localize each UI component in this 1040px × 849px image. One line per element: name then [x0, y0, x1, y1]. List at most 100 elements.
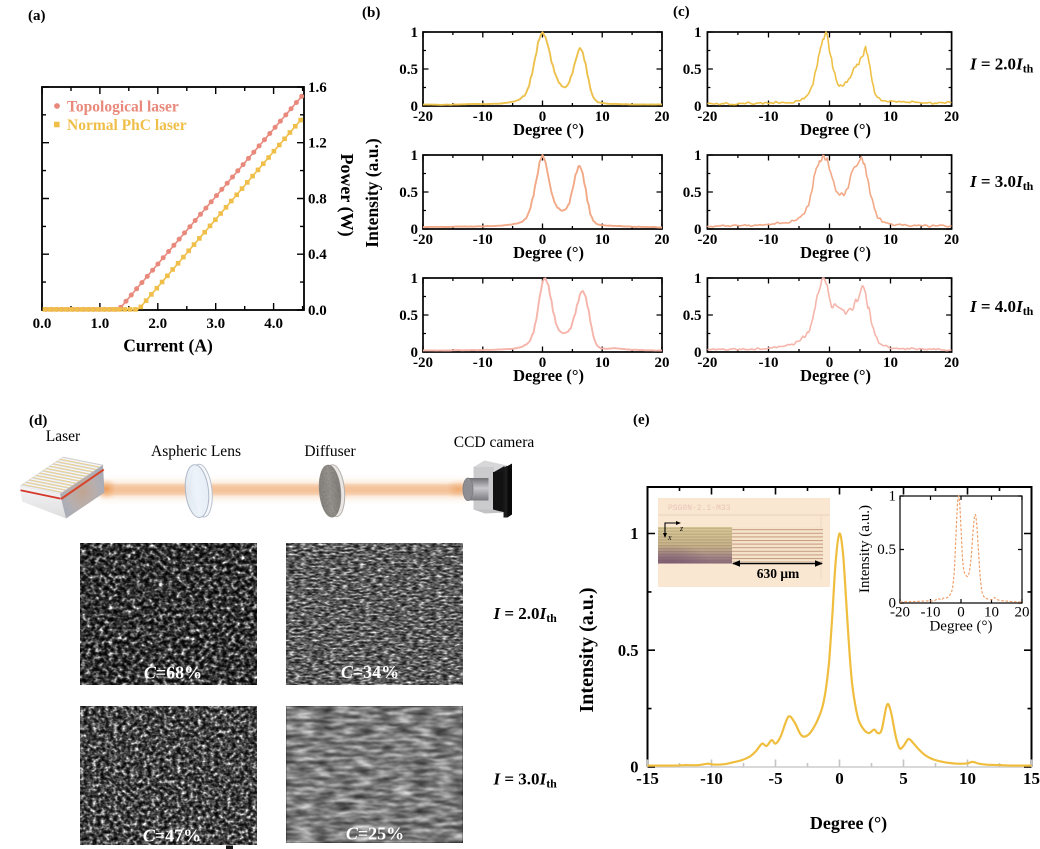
svg-text:-20: -20	[890, 605, 910, 621]
svg-text:0.5: 0.5	[399, 185, 418, 201]
svg-text:1.2: 1.2	[308, 136, 327, 152]
svg-text:20: 20	[1015, 605, 1030, 621]
svg-text:0: 0	[630, 758, 638, 777]
svg-text:Topological laser: Topological laser	[67, 99, 179, 116]
svg-text:Degree (°): Degree (°)	[810, 813, 887, 834]
svg-text:Intensity (a.u.): Intensity (a.u.)	[362, 138, 382, 248]
svg-text:-10: -10	[473, 109, 493, 125]
svg-text:0: 0	[826, 109, 834, 125]
svg-text:1.0: 1.0	[91, 316, 110, 332]
svg-text:1: 1	[411, 25, 419, 41]
svg-text:0.0: 0.0	[308, 303, 327, 319]
svg-text:I = 2.0Ith: I = 2.0Ith	[969, 55, 1034, 76]
svg-text:1: 1	[694, 25, 702, 41]
svg-text:10: 10	[959, 769, 976, 788]
svg-text:CCD camera: CCD camera	[454, 434, 535, 451]
svg-text:0.5: 0.5	[683, 308, 702, 324]
svg-text:3.0: 3.0	[206, 316, 225, 332]
svg-text:Normal PhC laser: Normal PhC laser	[67, 117, 187, 134]
svg-text:-10: -10	[759, 355, 779, 371]
svg-text:Aspheric Lens: Aspheric Lens	[151, 443, 241, 460]
svg-text:-20: -20	[697, 109, 717, 125]
svg-text:-10: -10	[759, 232, 779, 248]
svg-text:0.5: 0.5	[683, 62, 702, 78]
svg-text:10: 10	[595, 109, 610, 125]
svg-text:1.6: 1.6	[308, 80, 327, 96]
svg-text:10: 10	[595, 355, 610, 371]
svg-text:Degree (°): Degree (°)	[800, 366, 871, 385]
svg-text:10: 10	[883, 232, 898, 248]
svg-text:-20: -20	[413, 109, 433, 125]
svg-text:(d): (d)	[29, 413, 47, 429]
svg-text:I = 4.0Ith: I = 4.0Ith	[969, 297, 1034, 318]
svg-text:10: 10	[883, 355, 898, 371]
svg-text:630 μm: 630 μm	[757, 566, 800, 581]
svg-text:0.5: 0.5	[618, 641, 639, 660]
svg-text:20: 20	[944, 232, 959, 248]
svg-text:0: 0	[539, 109, 547, 125]
svg-text:-10: -10	[473, 355, 493, 371]
svg-text:0.5: 0.5	[683, 185, 702, 201]
svg-text:C=34%: C=34%	[341, 662, 399, 682]
svg-text:5: 5	[899, 769, 908, 788]
svg-text:Intensity (a.u.): Intensity (a.u.)	[576, 587, 598, 712]
svg-text:1: 1	[694, 271, 702, 287]
svg-text:Degree (°): Degree (°)	[513, 243, 584, 262]
svg-text:Current (A): Current (A)	[123, 336, 213, 356]
svg-text:-15: -15	[636, 769, 659, 788]
svg-text:0: 0	[694, 99, 702, 115]
svg-text:10: 10	[883, 109, 898, 125]
svg-text:0: 0	[835, 769, 844, 788]
svg-text:20: 20	[655, 109, 670, 125]
svg-text:20: 20	[655, 232, 670, 248]
svg-text:(e): (e)	[633, 412, 650, 428]
svg-text:-5: -5	[768, 769, 782, 788]
svg-text:0: 0	[539, 232, 547, 248]
svg-text:0: 0	[539, 355, 547, 371]
svg-text:-10: -10	[759, 109, 779, 125]
svg-text:-20: -20	[697, 355, 717, 371]
svg-text:C=68%: C=68%	[144, 663, 202, 683]
svg-text:Degree (°): Degree (°)	[800, 120, 871, 139]
svg-text:0: 0	[826, 355, 834, 371]
svg-text:0.0: 0.0	[33, 316, 52, 332]
svg-text:(a): (a)	[28, 8, 46, 24]
svg-text:4.0: 4.0	[264, 316, 283, 332]
svg-text:Degree (°): Degree (°)	[513, 120, 584, 139]
svg-text:1: 1	[411, 148, 419, 164]
svg-text:(c): (c)	[673, 4, 690, 20]
svg-text:1: 1	[694, 148, 702, 164]
svg-text:Degree (°): Degree (°)	[513, 366, 584, 385]
svg-text:20: 20	[944, 109, 959, 125]
svg-text:Degree (°): Degree (°)	[800, 243, 871, 262]
svg-text:10: 10	[595, 232, 610, 248]
svg-text:-10: -10	[700, 769, 723, 788]
svg-text:0.5: 0.5	[399, 308, 418, 324]
svg-text:15: 15	[1023, 769, 1040, 788]
svg-text:0: 0	[411, 99, 419, 115]
svg-text:0.5: 0.5	[877, 542, 896, 558]
svg-text:Diffuser: Diffuser	[304, 443, 356, 460]
svg-text:Degree (°): Degree (°)	[929, 619, 992, 635]
svg-text:0: 0	[826, 232, 834, 248]
svg-text:Intensity (a.u.): Intensity (a.u.)	[857, 505, 873, 593]
svg-text:-10: -10	[473, 232, 493, 248]
svg-text:I = 3.0Ith: I = 3.0Ith	[969, 172, 1034, 193]
svg-text:C=25%: C=25%	[346, 824, 404, 844]
svg-text:20: 20	[944, 355, 959, 371]
svg-text:-20: -20	[697, 232, 717, 248]
svg-text:0: 0	[889, 596, 897, 612]
svg-text:C=47%: C=47%	[143, 826, 201, 846]
svg-text:1: 1	[889, 489, 897, 505]
svg-text:20: 20	[655, 355, 670, 371]
svg-text:0: 0	[957, 605, 965, 621]
svg-text:0.8: 0.8	[308, 192, 327, 208]
svg-text:Laser: Laser	[46, 428, 81, 445]
svg-text:0: 0	[411, 345, 419, 361]
svg-text:2.0: 2.0	[148, 316, 167, 332]
svg-text:PSG0N-2.1-M33: PSG0N-2.1-M33	[668, 504, 731, 513]
svg-text:1: 1	[411, 271, 419, 287]
svg-text:z: z	[679, 524, 684, 533]
svg-text:Power (W): Power (W)	[336, 153, 357, 236]
svg-text:-20: -20	[413, 355, 433, 371]
